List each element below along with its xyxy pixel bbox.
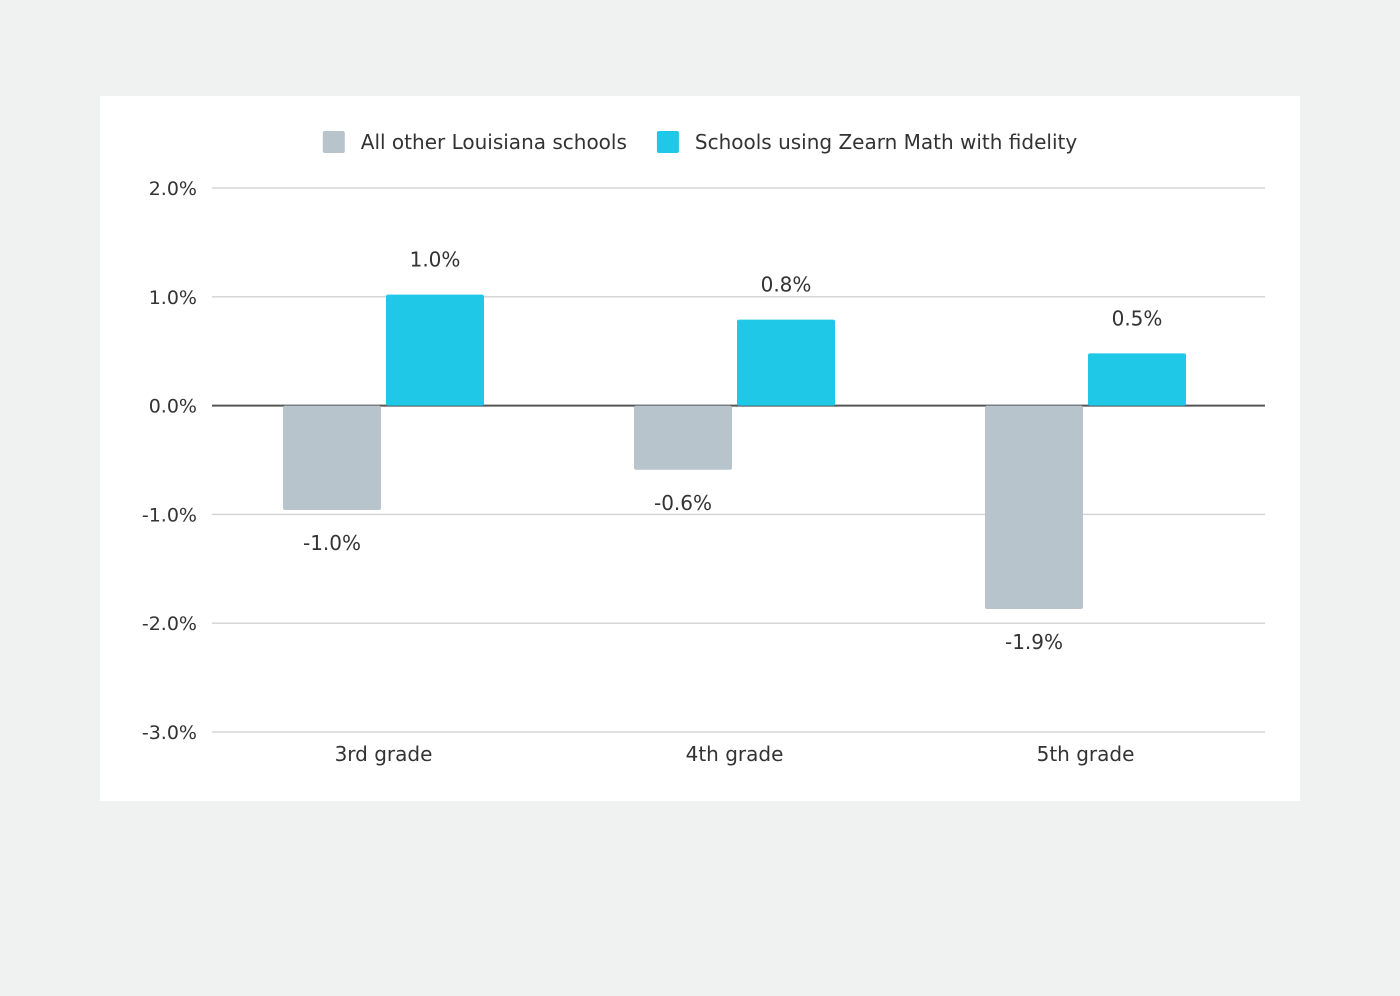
y-tick-label: 1.0% <box>149 287 197 309</box>
data-label: 0.5% <box>1112 306 1163 330</box>
data-label: 0.8% <box>761 273 812 297</box>
y-tick-label: -2.0% <box>142 613 197 635</box>
data-label: -1.9% <box>1005 630 1063 654</box>
legend-label: Schools using Zearn Math with fidelity <box>695 130 1077 154</box>
bar <box>283 405 381 511</box>
bar-chart: 2.0% 1.0% 0.0% -1.0% -2.0% -3.0% -1.0% 1.0% 3rd … <box>142 130 1265 766</box>
y-tick-label: 2.0% <box>149 178 197 200</box>
y-tick-label: -3.0% <box>142 722 197 744</box>
bar <box>737 319 835 406</box>
x-tick-label: 3rd grade <box>335 742 433 766</box>
x-tick-label: 5th grade <box>1037 742 1135 766</box>
bar <box>386 294 484 406</box>
chart-root: 2.0% 1.0% 0.0% -1.0% -2.0% -3.0% -1.0% 1.0% 3rd … <box>142 130 1265 766</box>
legend-swatch <box>322 131 345 153</box>
chart-card: 2.0% 1.0% 0.0% -1.0% -2.0% -3.0% -1.0% 1.0% 3rd … <box>100 96 1300 801</box>
bar <box>985 405 1083 610</box>
data-label: 1.0% <box>410 248 461 272</box>
legend-swatch <box>656 131 679 153</box>
bar <box>1088 353 1186 406</box>
legend-label: All other Louisiana schools <box>361 130 627 154</box>
data-label: -1.0% <box>303 531 361 555</box>
y-tick-label: 0.0% <box>149 396 197 418</box>
bar <box>634 405 732 470</box>
x-tick-label: 4th grade <box>686 742 784 766</box>
y-tick-label: -1.0% <box>142 504 197 526</box>
data-label: -0.6% <box>654 491 712 515</box>
